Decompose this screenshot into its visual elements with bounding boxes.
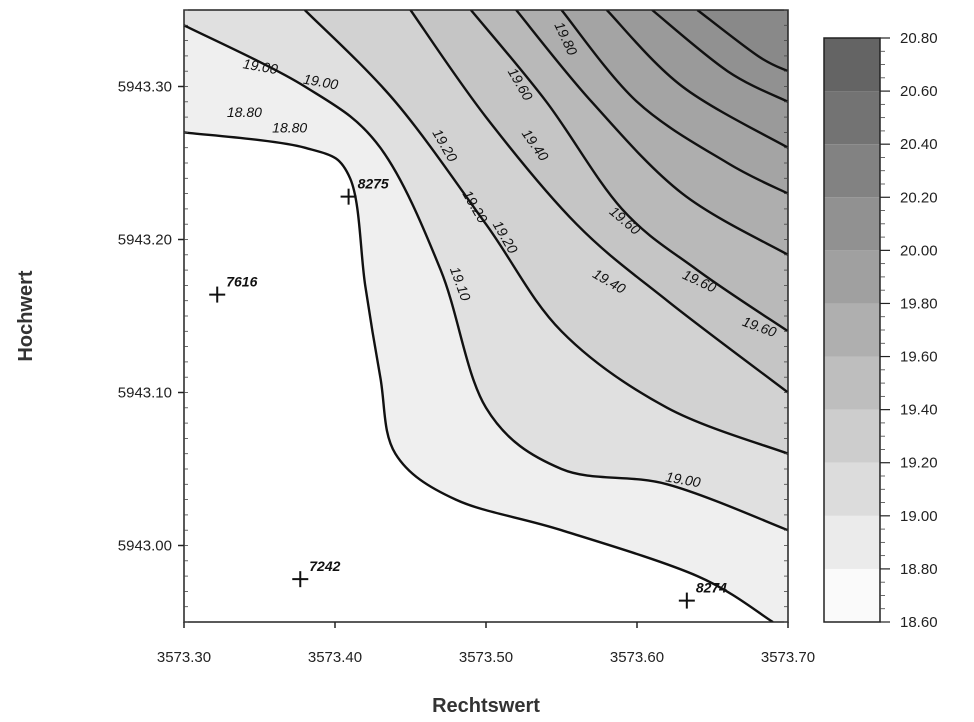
contour-lines <box>184 10 788 622</box>
colorbar-band-3 <box>824 409 880 463</box>
contour-line-8 <box>651 10 788 103</box>
contour-line-0 <box>184 131 774 622</box>
colorbar-tick-label-7: 20.00 <box>900 242 938 259</box>
colorbar-tick-label-5: 19.60 <box>900 349 938 366</box>
colorbar-tick-label-0: 18.60 <box>900 614 938 631</box>
colorbar-tick-label-8: 20.20 <box>900 189 938 206</box>
contour-line-7 <box>605 10 788 149</box>
colorbar-band-6 <box>824 250 880 304</box>
colorbar-tick-label-1: 18.80 <box>900 561 938 578</box>
colorbar-band-4 <box>824 356 880 410</box>
contour-line-4 <box>469 10 788 333</box>
colorbar-band-7 <box>824 197 880 251</box>
shade-band-4 <box>470 10 788 332</box>
shade-band-5 <box>516 10 788 255</box>
well-marker-8275: 8275 <box>340 176 389 205</box>
shade-band-3 <box>410 10 788 393</box>
shade-band-6 <box>561 10 788 194</box>
wells: 7616 8275 7242 8274 <box>209 176 727 609</box>
colorbar-band-8 <box>824 144 880 198</box>
colorbar-tick-label-3: 19.20 <box>900 455 938 472</box>
well-label-8274: 8274 <box>696 580 727 596</box>
axes: 3573.30 3573.40 3573.50 3573.60 3573.70 5943.… <box>118 9 815 666</box>
y-tick-label-1: 5943.10 <box>118 385 172 402</box>
y-tick-label-0: 5943.00 <box>118 538 172 555</box>
contour-line-1 <box>184 24 788 532</box>
well-label-7616: 7616 <box>226 274 257 290</box>
shade-band-9 <box>697 10 788 72</box>
x-tick-label-4: 3573.70 <box>761 649 815 666</box>
well-label-7242: 7242 <box>309 558 340 574</box>
colorbar-tick-label-4: 19.40 <box>900 402 938 419</box>
shade-band-1 <box>184 10 788 531</box>
colorbar-tick-label-2: 19.00 <box>900 508 938 525</box>
colorbar-tick-label-6: 19.80 <box>900 295 938 312</box>
colorbar-tick-label-10: 20.60 <box>900 83 938 100</box>
well-marker-7242: 7242 <box>292 558 341 588</box>
contour-label-15: 19.00 <box>665 468 702 490</box>
x-tick-label-1: 3573.40 <box>308 649 362 666</box>
shade-band-8 <box>652 10 788 102</box>
x-tick-label-3: 3573.60 <box>610 649 664 666</box>
well-label-8275: 8275 <box>358 176 389 192</box>
contour-line-9 <box>696 10 788 73</box>
y-tick-label-3: 5943.30 <box>118 79 172 96</box>
colorbar-band-2 <box>824 462 880 516</box>
x-axis-title: Rechtswert <box>432 695 540 717</box>
colorbar-band-1 <box>824 515 880 569</box>
contour-label-16: 79.0.7 <box>723 0 763 13</box>
contour-label-3: 18.80 <box>272 119 307 135</box>
colorbar-band-5 <box>824 303 880 357</box>
contour-label-2: 18.80 <box>227 104 262 120</box>
colorbar-band-0 <box>824 568 880 622</box>
colorbar-band-9 <box>824 91 880 145</box>
contour-line-5 <box>515 10 788 256</box>
y-axis-title: Hochwert <box>15 270 37 361</box>
colorbar-band-10 <box>824 38 880 92</box>
x-tick-label-2: 3573.50 <box>459 649 513 666</box>
contour-label-0: 19.00 <box>242 55 279 77</box>
well-marker-8274: 8274 <box>678 580 727 609</box>
contour-line-6 <box>560 10 788 195</box>
shade-band-2 <box>304 10 788 454</box>
well-marker-7616: 7616 <box>209 274 258 303</box>
contour-line-3 <box>409 10 788 394</box>
shade-band-0 <box>184 10 788 622</box>
y-tick-label-2: 5943.20 <box>118 232 172 249</box>
colorbar-tick-label-9: 20.40 <box>900 136 938 153</box>
contour-label-1: 19.00 <box>302 71 339 93</box>
contour-line-2 <box>303 10 788 455</box>
colorbar-tick-label-11: 20.80 <box>900 30 938 47</box>
x-tick-label-0: 3573.30 <box>157 649 211 666</box>
colorbar: 18.60 18.80 19.00 19.20 19.40 19.60 19.80 20.00… <box>823 30 938 631</box>
